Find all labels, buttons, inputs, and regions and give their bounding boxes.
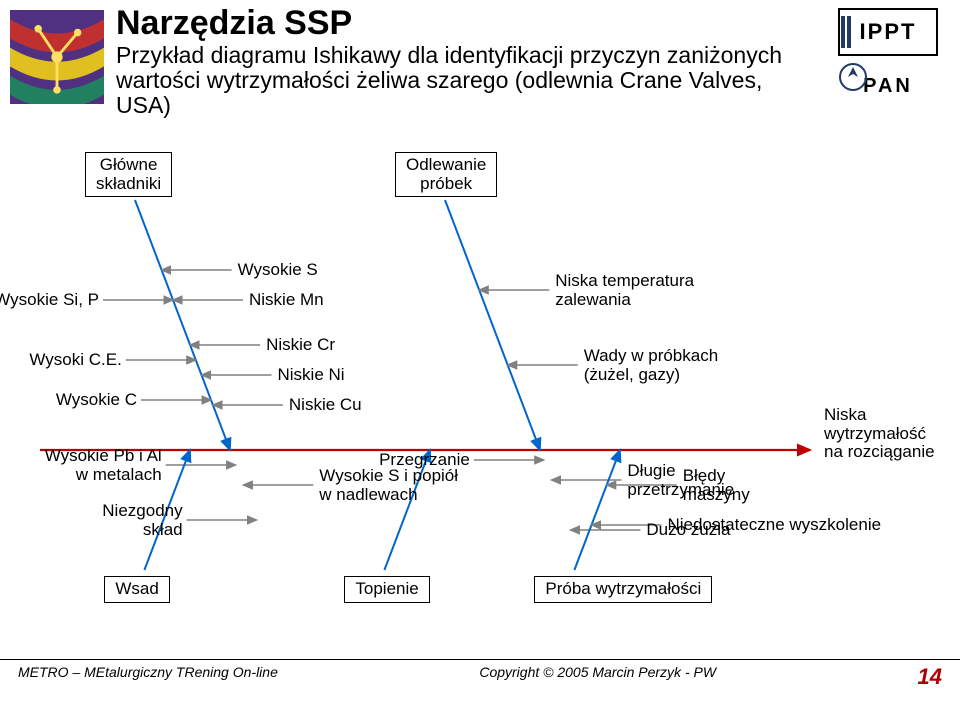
cause-label: Wysoki C.E.: [29, 351, 121, 370]
cause-label: Wady w próbkach(żużel, gazy): [584, 347, 718, 384]
ippt-logo: IPPT: [838, 8, 938, 56]
ishikawa-diagram: Niskawytrzymałośćna rozciąganie Główneskł…: [0, 150, 960, 630]
cause-label: Niska temperaturazalewania: [555, 272, 694, 309]
slide-page: Narzędzia SSP Przykład diagramu Ishikawy…: [0, 0, 960, 704]
footer-center: Copyright © 2005 Marcin Perzyk - PW: [479, 664, 716, 690]
footer-left: METRO – MEtalurgiczny TRening On-line: [18, 664, 278, 690]
pan-crest-icon: [838, 62, 868, 92]
slide-subtitle: Przykład diagramu Ishikawy dla identyfik…: [116, 43, 820, 117]
ippt-logo-text: IPPT: [860, 19, 917, 45]
category-glowne: Główneskładniki: [85, 152, 172, 197]
category-proba: Próba wytrzymałości: [534, 576, 712, 603]
cause-label: Niskie Ni: [278, 366, 345, 385]
title-block: Narzędzia SSP Przykład diagramu Ishikawy…: [116, 4, 820, 117]
cause-label: Wysokie C: [56, 391, 137, 410]
cause-label: Niezgodnyskład: [102, 502, 182, 539]
footer-page-number: 14: [918, 664, 942, 690]
decor-stripes-image: [10, 10, 104, 104]
pan-logo-text: PAN: [863, 75, 913, 98]
pan-logo: PAN: [838, 62, 938, 110]
slide-title: Narzędzia SSP: [116, 4, 820, 43]
cause-label: Wysokie S: [238, 261, 318, 280]
effect-label: Niskawytrzymałośćna rozciąganie: [824, 406, 935, 462]
cause-label: Wysokie S i popiółw nadlewach: [319, 467, 458, 504]
cause-label: Niskie Mn: [249, 291, 324, 310]
category-topienie: Topienie: [344, 576, 429, 603]
category-odlewanie: Odlewaniepróbek: [395, 152, 497, 197]
cause-label: Niskie Cu: [289, 396, 362, 415]
cause-label: Błędymaszyny: [683, 467, 750, 504]
cause-label: Przegrzanie: [379, 451, 470, 470]
slide-footer: METRO – MEtalurgiczny TRening On-line Co…: [0, 659, 960, 690]
category-wsad: Wsad: [104, 576, 169, 603]
cause-label: Niskie Cr: [266, 336, 335, 355]
cause-label: Wysokie Pb i Alw metalach: [45, 447, 162, 484]
cause-label: Wysokie Si, P: [0, 291, 99, 310]
cause-label: Niedostateczne wyszkolenie: [668, 516, 882, 535]
